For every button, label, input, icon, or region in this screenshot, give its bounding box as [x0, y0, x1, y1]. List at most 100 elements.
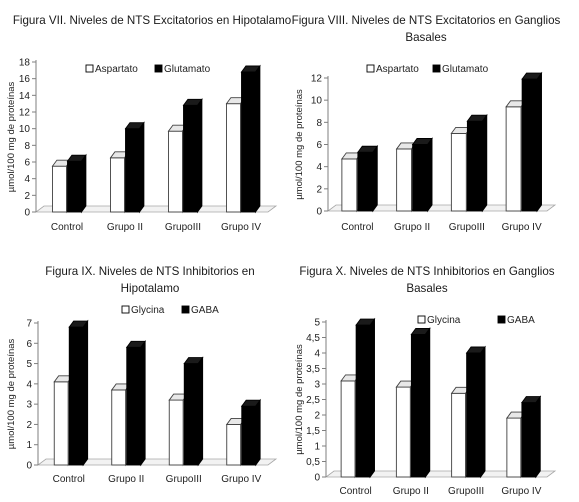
y-tick-label: 0 — [316, 207, 322, 218]
bar-glutamato-control — [66, 153, 87, 214]
y-tick-label: 4 — [316, 162, 322, 173]
y-tick-label: 5 — [314, 318, 320, 329]
bar-front — [226, 423, 242, 466]
bar-gaba-control — [355, 317, 376, 479]
x-tick-label: Grupo IV — [502, 222, 542, 233]
bar-front — [52, 165, 67, 213]
chart-title: Figura IX. Niveles de NTS Inhibitorios e… — [45, 265, 254, 278]
bar-front — [111, 389, 127, 466]
chart-title: Hipotalamo — [121, 282, 180, 295]
chart-figura-ix: Figura IX. Niveles de NTS Inhibitorios e… — [6, 265, 278, 485]
legend-label-aspartato: Aspartato — [376, 64, 419, 75]
x-tick-label: Control — [341, 222, 373, 233]
bar-front — [357, 151, 374, 212]
legend-swatch-aspartato — [366, 64, 375, 73]
bar-glutamato-control — [356, 144, 379, 213]
y-tick-label: 10 — [19, 124, 31, 135]
y-tick-label: 4 — [24, 174, 30, 185]
x-tick-label: Grupo IV — [501, 486, 541, 497]
bar-gaba-grupoiii — [465, 345, 486, 479]
x-tick-label: GrupoIII — [448, 486, 484, 497]
x-tick-label: GrupoIII — [449, 222, 485, 233]
y-tick-label: 6 — [316, 140, 322, 151]
bar-front — [168, 130, 183, 213]
bar-glutamato-grupoiii — [182, 97, 203, 214]
bar-front — [168, 399, 184, 466]
chart-title: Figura X. Niveles de NTS Inhibitorios en… — [299, 265, 554, 278]
y-tick-label: 12 — [19, 108, 31, 119]
bar-front — [183, 104, 198, 213]
y-tick-label: 6 — [24, 158, 30, 169]
y-tick-label: 12 — [311, 74, 323, 85]
y-axis-label: µmol/100 mg de proteínas — [6, 81, 17, 192]
bar-front — [466, 120, 483, 212]
bar-side — [369, 317, 375, 479]
bar-gaba-grupoii — [410, 327, 431, 479]
y-tick-label: 3,5 — [306, 364, 320, 375]
bar-front — [521, 78, 538, 212]
y-tick-label: 3 — [314, 380, 320, 391]
y-tick-label: 4 — [26, 379, 32, 390]
y-tick-label: 5 — [26, 359, 32, 370]
y-tick-label: 2 — [26, 420, 32, 431]
y-tick-label: 4,5 — [306, 333, 320, 344]
y-tick-label: 2 — [316, 184, 322, 195]
bar-side — [82, 319, 89, 467]
y-tick-label: 16 — [19, 74, 31, 85]
x-tick-label: Control — [340, 486, 372, 497]
y-tick-label: 1 — [26, 440, 32, 451]
bar-front — [341, 158, 358, 212]
y-tick-label: 3 — [26, 400, 32, 411]
bar-front — [396, 148, 413, 212]
bar-side — [140, 339, 146, 467]
bar-glutamato-grupoii — [411, 137, 433, 213]
bar-side — [480, 345, 486, 479]
bar-front — [226, 103, 241, 213]
y-tick-label: 8 — [24, 141, 30, 152]
bar-front — [183, 363, 199, 466]
bar-gaba-grupoiv — [520, 395, 542, 479]
bar-side — [197, 97, 203, 214]
y-tick-label: 6 — [26, 339, 32, 350]
bar-front — [412, 144, 429, 212]
chart-title: Basales — [406, 282, 447, 295]
bar-front — [68, 326, 84, 466]
bar-side — [536, 71, 542, 213]
x-tick-label: Grupo II — [393, 486, 429, 497]
bar-gaba-grupoiv — [240, 398, 262, 467]
x-tick-label: GrupoIII — [165, 222, 201, 233]
chart-title: Figura VII. Niveles de NTS Excitatorios … — [13, 14, 291, 27]
legend-swatch-gaba — [497, 315, 506, 324]
bar-gaba-control — [68, 319, 89, 467]
chart-figura-viii: Figura VIII. Niveles de NTS Excitatorios… — [292, 14, 561, 233]
y-tick-label: 8 — [316, 118, 322, 129]
y-tick-label: 2 — [24, 191, 30, 202]
legend-label-gaba: GABA — [507, 315, 535, 326]
bar-front — [340, 380, 356, 478]
x-tick-label: Control — [53, 474, 85, 485]
y-tick-label: 10 — [311, 96, 323, 107]
bar-glutamato-grupoiv — [521, 71, 543, 213]
x-tick-label: Grupo IV — [221, 474, 261, 485]
y-axis-label: µmol/100 mg de proteínas — [294, 89, 305, 200]
bar-front — [53, 381, 69, 466]
bar-front — [505, 106, 522, 212]
bar-glutamato-grupoiv — [240, 64, 261, 214]
bar-front — [241, 71, 256, 213]
y-tick-label: 4 — [314, 349, 320, 360]
y-axis-label: µmol/100 mg de proteínas — [6, 338, 17, 449]
bar-front — [521, 402, 537, 478]
x-tick-label: Grupo II — [107, 222, 143, 233]
bar-front — [110, 157, 125, 213]
chart-figura-x: Figura X. Niveles de NTS Inhibitorios en… — [294, 265, 557, 497]
bar-front — [125, 128, 140, 213]
y-tick-label: 0 — [314, 473, 320, 484]
y-axis-label: µmol/100 mg de proteínas — [294, 344, 305, 455]
bar-side — [424, 327, 431, 479]
bar-side — [255, 64, 261, 214]
y-tick-label: 2 — [314, 411, 320, 422]
bar-front — [506, 417, 522, 478]
chart-figura-vii: Figura VII. Niveles de NTS Excitatorios … — [6, 14, 291, 233]
bar-side — [139, 121, 145, 214]
